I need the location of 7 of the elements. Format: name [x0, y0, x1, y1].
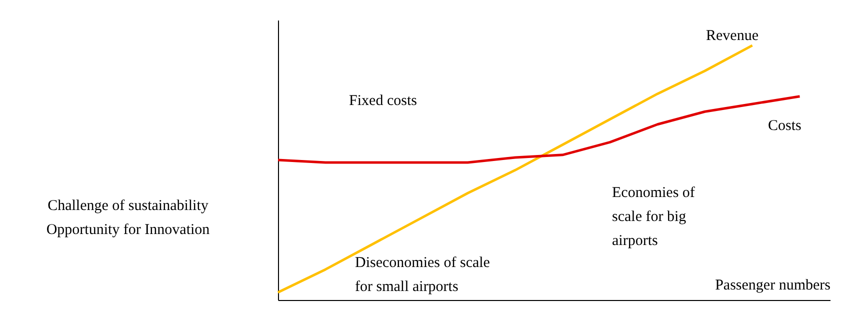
series-label: Revenue	[706, 28, 759, 44]
x-axis-title: Passenger numbers	[715, 278, 831, 294]
annotation: Fixed costs	[349, 93, 418, 109]
annotation: Diseconomies of scale for small airports	[355, 255, 490, 295]
text: Challenge of sustainability Opportunity for Innovation	[46, 198, 210, 238]
annotation: Economies of scale for big airports	[612, 185, 695, 249]
series-label: Costs	[768, 118, 802, 134]
